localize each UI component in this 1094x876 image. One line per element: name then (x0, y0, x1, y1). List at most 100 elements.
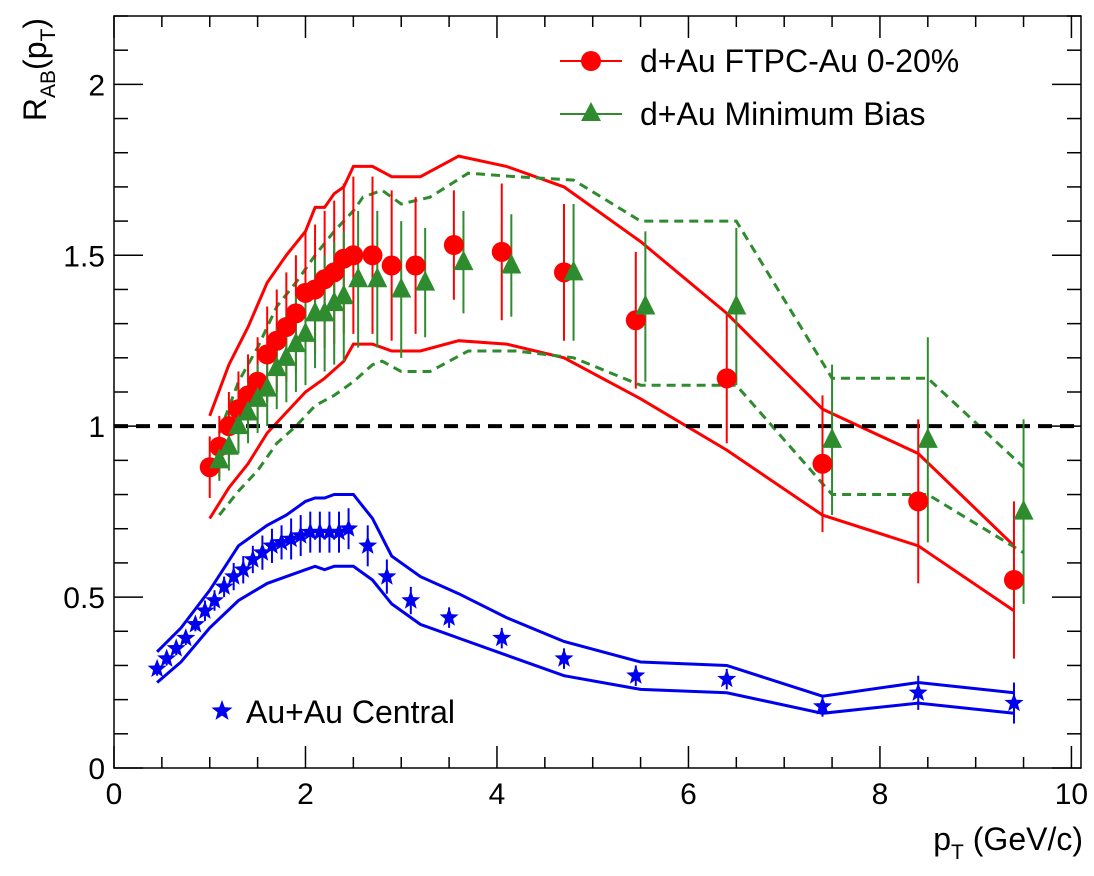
au-au-central-point (252, 542, 272, 561)
d-au-minimum-bias-point (367, 267, 388, 288)
d-au-minimum-bias-point (333, 284, 354, 305)
y-axis-title-rest: (p (17, 41, 53, 69)
d-au-ftpc-au-0-20-point (381, 255, 402, 276)
y-tick-label: 1.5 (63, 240, 105, 273)
y-axis-title-sub2: T (37, 28, 60, 41)
d-au-minimum-bias-point (276, 345, 297, 366)
y-axis-title-sub: AB (37, 70, 60, 98)
au-au-central-point (291, 525, 311, 544)
au-au-central-point (281, 529, 301, 548)
d-au-minimum-bias-point (257, 376, 278, 397)
tick-labels: 0 2 4 6 8 10 0 0.5 1 1.5 2 (63, 69, 1088, 811)
au-au-central-point (205, 590, 224, 609)
d-au-minimum-bias-point (453, 250, 474, 271)
d-au-ftpc-au-0-20-point (1003, 570, 1024, 590)
legend-marker-auau (211, 700, 233, 720)
legend: d+Au FTPC-Au 0-20% d+Au Minimum Bias Au+… (211, 43, 959, 730)
x-axis-title-rest: (GeV/c) (964, 821, 1083, 857)
au-au-central-band-lower (156, 564, 1015, 715)
y-tick-label: 0 (88, 753, 105, 786)
x-tick-label: 10 (1055, 778, 1088, 811)
d-au-minimum-bias-point (324, 291, 345, 312)
y-tick-label: 2 (88, 69, 105, 102)
d-au-minimum-bias-point (247, 386, 268, 407)
data-markers (147, 235, 1034, 715)
x-axis-title-main: p (933, 821, 951, 857)
au-au-central-point (358, 535, 378, 554)
d-au-ftpc-au-0-20-point (716, 368, 737, 389)
au-au-central-point (233, 559, 253, 578)
y-axis-title-main: R (17, 98, 53, 121)
au-au-central-point (310, 522, 330, 541)
x-tick-label: 6 (680, 778, 697, 811)
legend-marker-ftpc (581, 51, 601, 71)
d-au-minimum-bias-point (266, 356, 287, 377)
au-au-central-point (908, 682, 928, 701)
d-au-minimum-bias-point (314, 301, 335, 322)
d-au-minimum-bias-point (822, 427, 843, 448)
x-axis-title: pT (GeV/c) (933, 821, 1083, 864)
axis-ticks (113, 15, 1081, 769)
x-tick-label: 8 (872, 778, 889, 811)
au-au-central-point (195, 600, 215, 619)
au-au-central-point (224, 566, 244, 585)
d-au-ftpc-au-0-20-point (625, 310, 646, 331)
au-au-central-point (262, 535, 282, 554)
error-bars (156, 176, 1025, 724)
d-au-minimum-bias-point (209, 448, 230, 469)
au-au-central-point (401, 590, 421, 609)
d-au-minimum-bias-point (415, 270, 436, 291)
au-au-central-point (319, 522, 339, 541)
legend-label-minbias: d+Au Minimum Bias (640, 96, 925, 132)
y-tick-label: 0.5 (63, 582, 105, 615)
d-au-minimum-bias-point (726, 294, 747, 315)
d-au-minimum-bias-band-upper (217, 171, 1025, 469)
x-tick-label: 2 (297, 778, 314, 811)
y-axis-title-end: ) (17, 18, 53, 29)
x-axis-title-sub: T (951, 841, 964, 864)
d-au-minimum-bias-point (218, 434, 239, 455)
d-au-minimum-bias-point (238, 400, 259, 421)
d-au-minimum-bias-point (285, 332, 306, 353)
au-au-central-point (377, 566, 397, 585)
au-au-central-point (185, 614, 205, 633)
d-au-ftpc-au-0-20-point (285, 303, 306, 324)
d-au-ftpc-au-0-20-band-upper (208, 154, 1016, 547)
d-au-minimum-bias-point (228, 414, 249, 435)
au-au-central-band-upper (156, 493, 1015, 698)
au-au-central-point (214, 576, 234, 595)
d-au-ftpc-au-0-20-point (443, 235, 464, 256)
au-au-central-point (717, 669, 737, 688)
d-au-minimum-bias-point (348, 267, 369, 288)
legend-star-shape (211, 700, 233, 720)
au-au-central-point (439, 607, 459, 626)
au-au-central-point (243, 549, 263, 568)
d-au-ftpc-au-0-20-point (491, 241, 512, 262)
au-au-central-point (272, 532, 292, 551)
au-au-central-point (176, 628, 196, 647)
au-au-central-point (626, 665, 646, 684)
d-au-ftpc-au-0-20-point (812, 453, 833, 474)
d-au-ftpc-au-0-20-point (362, 245, 383, 266)
y-tick-label: 1 (88, 411, 105, 444)
x-tick-label: 4 (489, 778, 506, 811)
d-au-minimum-bias-point (917, 427, 938, 448)
au-au-central-point (1004, 693, 1024, 712)
uncertainty-bands (156, 154, 1025, 715)
d-au-minimum-bias-point (391, 277, 412, 298)
d-au-minimum-bias-point (635, 294, 656, 315)
d-au-minimum-bias-point (1013, 499, 1034, 520)
d-au-ftpc-au-0-20-band-lower (208, 339, 1015, 613)
au-au-central-point (554, 648, 574, 667)
legend-label-ftpc: d+Au FTPC-Au 0-20% (640, 43, 959, 79)
d-au-minimum-bias-point (295, 321, 316, 342)
d-au-ftpc-au-0-20-point (343, 245, 364, 266)
au-au-central-point (339, 518, 359, 537)
d-au-minimum-bias-point (501, 253, 522, 274)
legend-marker-minbias (581, 102, 601, 121)
au-au-central-point (147, 658, 167, 677)
d-au-minimum-bias-point (563, 260, 584, 281)
d-au-ftpc-au-0-20-point (908, 491, 929, 512)
d-au-ftpc-au-0-20-point (405, 255, 426, 276)
